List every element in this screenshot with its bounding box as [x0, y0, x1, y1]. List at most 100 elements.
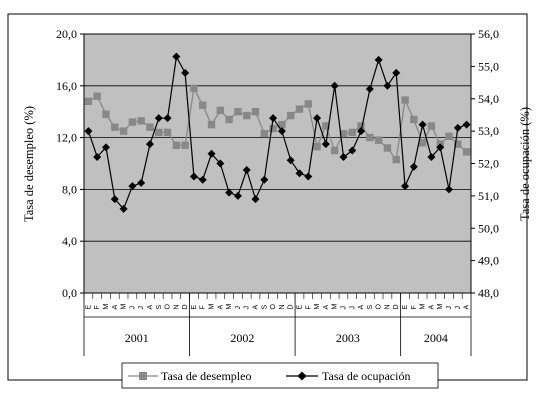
- data-point-desempleo: [225, 115, 233, 124]
- data-point-desempleo: [269, 124, 277, 133]
- data-point-ocupacion: [93, 153, 102, 162]
- data-point-desempleo: [330, 146, 339, 155]
- month-tick-label: J: [138, 306, 145, 310]
- data-point-ocupacion: [110, 195, 119, 204]
- data-point-desempleo: [234, 108, 242, 116]
- legend-label-ocupacion: Tasa de ocupación: [322, 369, 410, 383]
- year-label: 2002: [230, 331, 254, 345]
- data-point-desempleo: [401, 96, 409, 104]
- data-point-desempleo: [128, 118, 137, 126]
- data-point-desempleo: [93, 92, 101, 100]
- month-tick-label: M: [420, 304, 427, 310]
- series-layer: [84, 52, 471, 213]
- right-tick-label: 55,0: [478, 59, 499, 73]
- data-point-ocupacion: [119, 204, 128, 213]
- month-tick-label: J: [235, 306, 242, 310]
- data-point-desempleo: [392, 155, 400, 164]
- data-point-desempleo: [418, 139, 427, 147]
- data-point-desempleo: [286, 111, 295, 120]
- data-point-desempleo: [119, 127, 128, 135]
- month-tick-label: M: [121, 304, 128, 310]
- data-point-desempleo: [366, 133, 374, 142]
- month-tick-label: E: [402, 305, 409, 310]
- month-tick-label: N: [173, 304, 180, 309]
- data-point-ocupacion: [348, 146, 357, 155]
- left-tick-label: 8,0: [62, 182, 77, 196]
- legend-label-desempleo: Tasa de desempleo: [161, 369, 251, 383]
- data-point-ocupacion: [233, 191, 242, 200]
- y2-axis-title: Tasa de ocupación (%): [518, 107, 532, 221]
- right-tick-label: 54,0: [478, 92, 499, 106]
- month-tick-label: M: [437, 304, 444, 310]
- data-point-desempleo: [260, 130, 269, 138]
- data-point-desempleo: [190, 84, 198, 93]
- data-point-ocupacion: [286, 156, 295, 165]
- data-point-ocupacion: [295, 169, 304, 178]
- data-point-desempleo: [410, 115, 418, 124]
- data-point-desempleo: [216, 106, 225, 115]
- month-tick-label: D: [182, 304, 189, 309]
- right-tick-label: 51,0: [478, 189, 499, 203]
- data-point-desempleo: [313, 142, 321, 151]
- data-point-desempleo: [445, 132, 453, 141]
- month-tick-label: S: [261, 305, 268, 310]
- data-point-ocupacion: [427, 153, 436, 162]
- gridlines: [84, 85, 471, 242]
- data-point-ocupacion: [339, 153, 348, 162]
- data-point-ocupacion: [198, 175, 207, 184]
- month-tick-label: S: [367, 305, 374, 310]
- data-point-ocupacion: [172, 52, 181, 61]
- data-point-desempleo: [454, 140, 462, 148]
- month-tick-label: A: [253, 305, 260, 310]
- month-tick-label: E: [296, 305, 303, 310]
- data-point-ocupacion: [365, 85, 374, 94]
- legend: Tasa de desempleo Tasa de ocupación: [121, 362, 439, 389]
- data-point-ocupacion: [357, 127, 366, 136]
- series-line-1: [87, 54, 467, 210]
- data-point-ocupacion: [409, 162, 418, 171]
- month-tick-label: O: [165, 304, 172, 310]
- month-tick-label: M: [209, 304, 216, 310]
- data-point-desempleo: [84, 97, 93, 106]
- data-point-ocupacion: [401, 182, 410, 191]
- month-tick-label: F: [305, 305, 312, 309]
- month-tick-label: D: [288, 304, 295, 309]
- data-point-ocupacion: [269, 114, 278, 123]
- data-point-ocupacion: [163, 114, 172, 123]
- data-point-ocupacion: [330, 81, 339, 90]
- data-point-ocupacion: [242, 165, 251, 174]
- data-point-desempleo: [304, 100, 312, 108]
- month-tick-label: E: [191, 305, 198, 310]
- data-point-desempleo: [357, 122, 365, 130]
- data-point-ocupacion: [418, 120, 427, 129]
- data-point-ocupacion: [260, 175, 269, 184]
- left-tick-label: 20,0: [56, 27, 77, 41]
- right-axis: 48,0 49,0 50,0 51,0 52,0 53,0 54,0 55,0 56,0: [471, 27, 499, 300]
- data-point-ocupacion: [277, 127, 286, 136]
- left-tick-label: 16,0: [56, 79, 77, 93]
- month-tick-label: J: [455, 306, 462, 310]
- data-point-ocupacion: [445, 185, 454, 194]
- left-axis: 0,0 4,0 8,0 12,0 16,0 20,0: [56, 27, 84, 300]
- data-point-desempleo: [155, 128, 163, 137]
- data-point-ocupacion: [392, 68, 401, 77]
- month-tick-label: A: [323, 305, 330, 310]
- month-tick-label: M: [226, 304, 233, 310]
- data-point-desempleo: [322, 122, 330, 130]
- data-point-desempleo: [181, 141, 189, 150]
- month-tick-label: F: [411, 305, 418, 309]
- month-tick-label: O: [376, 304, 383, 310]
- data-point-desempleo: [243, 111, 251, 120]
- month-tick-label: F: [94, 305, 101, 309]
- data-point-desempleo: [374, 136, 383, 144]
- data-point-desempleo: [199, 101, 207, 109]
- data-point-desempleo: [137, 117, 145, 125]
- right-tick-label: 52,0: [478, 157, 499, 171]
- data-point-ocupacion: [321, 140, 330, 149]
- data-point-ocupacion: [374, 55, 383, 64]
- data-point-desempleo: [383, 144, 392, 152]
- month-tick-label: S: [156, 305, 163, 310]
- month-tick-label: A: [358, 305, 365, 310]
- data-point-ocupacion: [216, 159, 225, 168]
